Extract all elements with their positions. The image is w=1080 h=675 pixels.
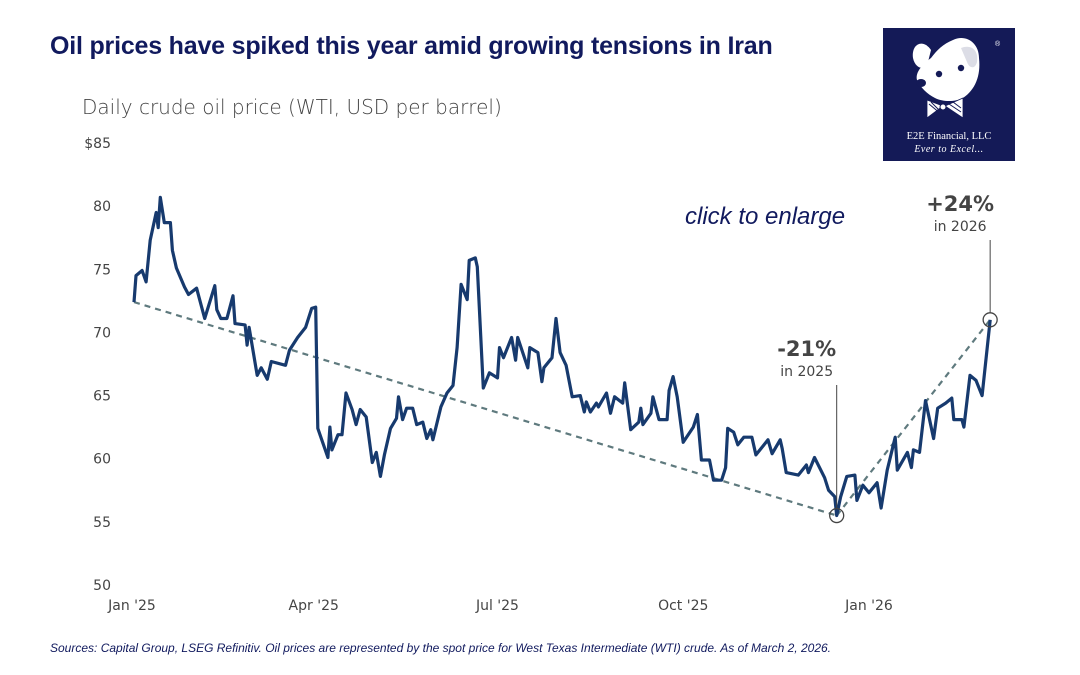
source-footnote: Sources: Capital Group, LSEG Refinitiv. …	[50, 641, 832, 655]
y-tick-label: 80	[93, 199, 111, 215]
x-tick-label: Oct '25	[658, 598, 708, 614]
y-tick-label: 75	[93, 262, 111, 278]
trend-line	[133, 301, 838, 517]
page-title: Oil prices have spiked this year amid gr…	[50, 32, 773, 60]
annotation-year: in 2025	[780, 364, 833, 380]
dog-logo-icon: ®	[912, 38, 1001, 119]
annotation-percent: +24%	[926, 192, 994, 216]
logo-company-name: E2E Financial, LLC	[906, 131, 992, 142]
x-tick-label: Jul '25	[475, 598, 519, 614]
y-tick-label: 50	[93, 578, 111, 594]
annotation-marker	[829, 507, 845, 524]
x-tick-label: Jan '26	[844, 598, 893, 614]
company-logo: ® E2E Financial, LLC Ever to Excel...	[883, 28, 1015, 161]
y-tick-label: 70	[93, 325, 111, 341]
y-tick-label: 60	[93, 452, 111, 468]
series-line	[132, 195, 992, 518]
click-to-enlarge-link[interactable]: click to enlarge	[685, 203, 846, 230]
svg-text:®: ®	[995, 40, 1001, 48]
y-tick-label: 55	[93, 515, 111, 531]
x-tick-label: Apr '25	[289, 598, 339, 614]
trend-line	[835, 319, 992, 517]
annotation-percent: -21%	[777, 337, 836, 361]
annotation-marker	[982, 312, 998, 328]
chart-subtitle: Daily crude oil price (WTI, USD per barr…	[82, 95, 502, 119]
annotation-year: in 2026	[934, 219, 987, 235]
y-tick-label: 65	[93, 389, 111, 405]
x-tick-label: Jan '25	[107, 598, 156, 614]
y-tick-label: $85	[84, 136, 111, 152]
logo-tagline: Ever to Excel...	[914, 144, 984, 155]
